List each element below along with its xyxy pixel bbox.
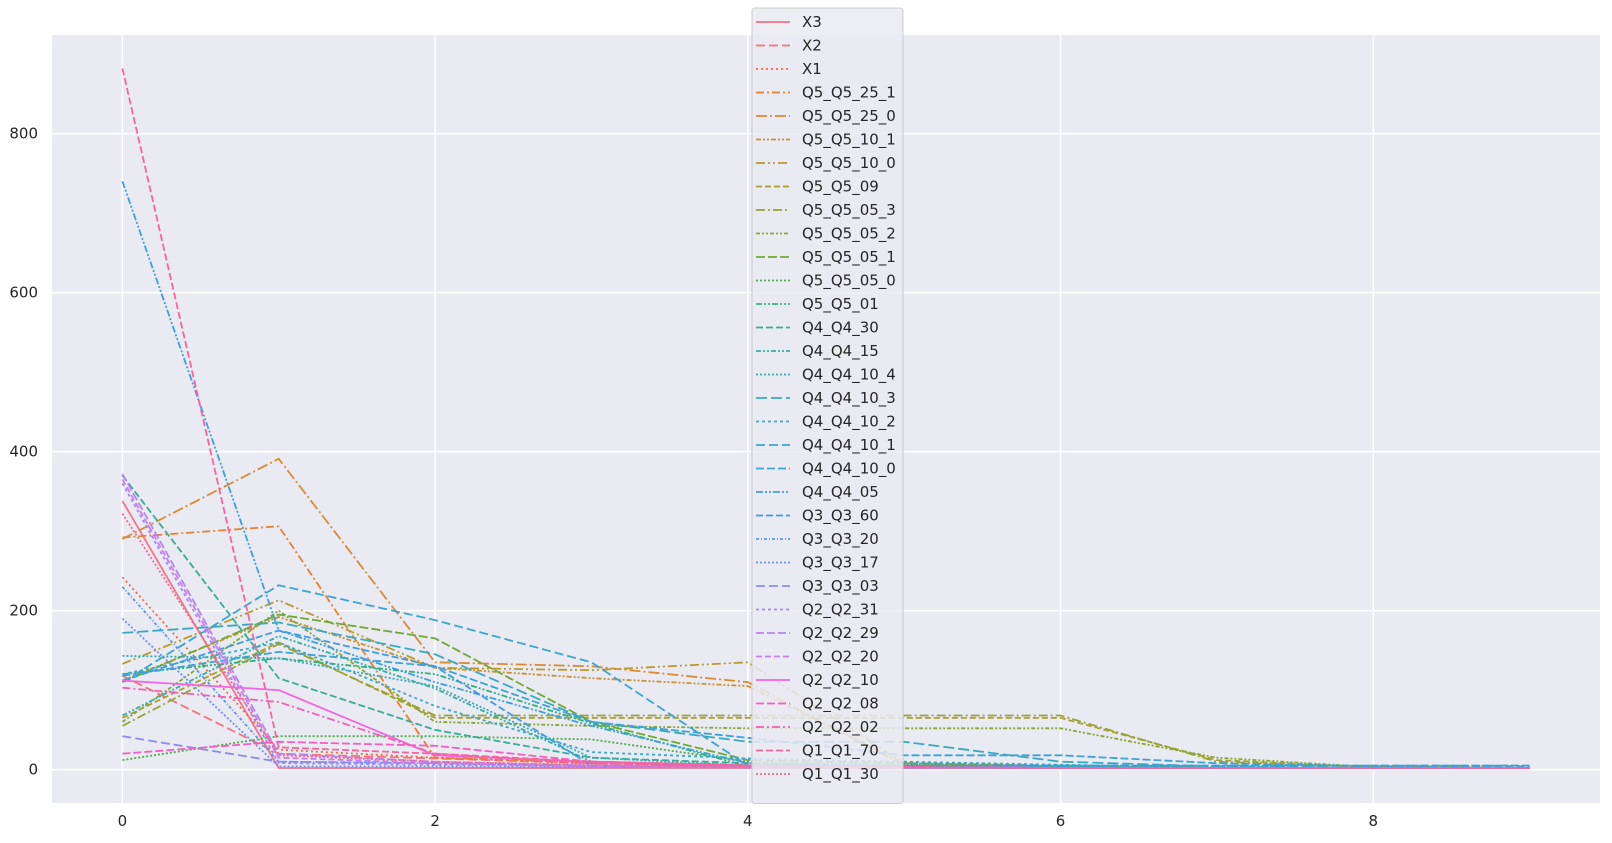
series-line xyxy=(121,617,1530,769)
legend-label: Q4_Q4_10_2 xyxy=(802,413,896,432)
legend-label: Q5_Q5_10_0 xyxy=(802,154,896,173)
legend-label: X3 xyxy=(802,13,822,31)
series-line xyxy=(121,513,1530,769)
legend-label: Q5_Q5_10_1 xyxy=(802,131,896,150)
legend-label: Q4_Q4_10_0 xyxy=(802,460,896,479)
legend-label: Q4_Q4_05 xyxy=(802,483,879,502)
legend-label: Q5_Q5_05_1 xyxy=(802,248,896,267)
legend-label: Q2_Q2_08 xyxy=(802,695,879,714)
legend-label: Q2_Q2_02 xyxy=(802,718,879,737)
legend-label: Q4_Q4_10_4 xyxy=(802,366,896,385)
legend-label: Q1_Q1_70 xyxy=(802,742,879,761)
legend-label: Q4_Q4_10_1 xyxy=(802,436,896,455)
y-tick-label: 600 xyxy=(9,284,38,302)
legend-label: Q5_Q5_09 xyxy=(802,178,879,197)
y-tick-label: 0 xyxy=(28,761,38,779)
legend-label: Q5_Q5_01 xyxy=(802,295,879,314)
legend-label: Q2_Q2_29 xyxy=(802,624,879,643)
legend-label: Q5_Q5_25_0 xyxy=(802,107,896,126)
legend-label: Q2_Q2_20 xyxy=(802,648,879,667)
legend-label: Q5_Q5_05_3 xyxy=(802,201,896,220)
y-tick-label: 200 xyxy=(9,602,38,620)
x-tick-label: 0 xyxy=(118,812,128,830)
legend: X3 X2 X1 Q5_Q5_25_1 Q5_Q5_25_0 Q5_Q5_10_1 Q5_Q… xyxy=(751,7,904,804)
legend-label: X2 xyxy=(802,37,822,55)
x-tick-label: 4 xyxy=(743,812,753,830)
legend-label: Q3_Q3_20 xyxy=(802,530,879,549)
x-axis-ticks: 0 2 4 6 8 xyxy=(118,812,1378,830)
y-tick-label: 800 xyxy=(9,125,38,143)
legend-label: Q3_Q3_03 xyxy=(802,577,879,596)
x-tick-label: 8 xyxy=(1368,812,1378,830)
legend-label: Q1_Q1_30 xyxy=(802,765,879,784)
y-axis-ticks: 0 200 400 600 800 xyxy=(9,125,38,779)
legend-label: Q4_Q4_15 xyxy=(802,342,879,361)
legend-label: Q2_Q2_31 xyxy=(802,601,879,620)
series-line xyxy=(121,482,1530,769)
legend-box xyxy=(751,7,904,804)
legend-label: X1 xyxy=(802,60,822,78)
legend-label: Q4_Q4_10_3 xyxy=(802,389,896,408)
legend-label: Q3_Q3_17 xyxy=(802,554,879,573)
x-tick-label: 6 xyxy=(1056,812,1066,830)
legend-label: Q2_Q2_10 xyxy=(802,671,879,690)
legend-label: Q5_Q5_25_1 xyxy=(802,84,896,103)
y-tick-label: 400 xyxy=(9,443,38,461)
legend-label: Q5_Q5_05_0 xyxy=(802,272,896,291)
x-tick-label: 2 xyxy=(430,812,440,830)
series-line xyxy=(121,609,1530,769)
legend-label: Q5_Q5_05_2 xyxy=(802,225,896,244)
legend-label: Q3_Q3_60 xyxy=(802,507,879,526)
legend-label: Q4_Q4_30 xyxy=(802,319,879,338)
